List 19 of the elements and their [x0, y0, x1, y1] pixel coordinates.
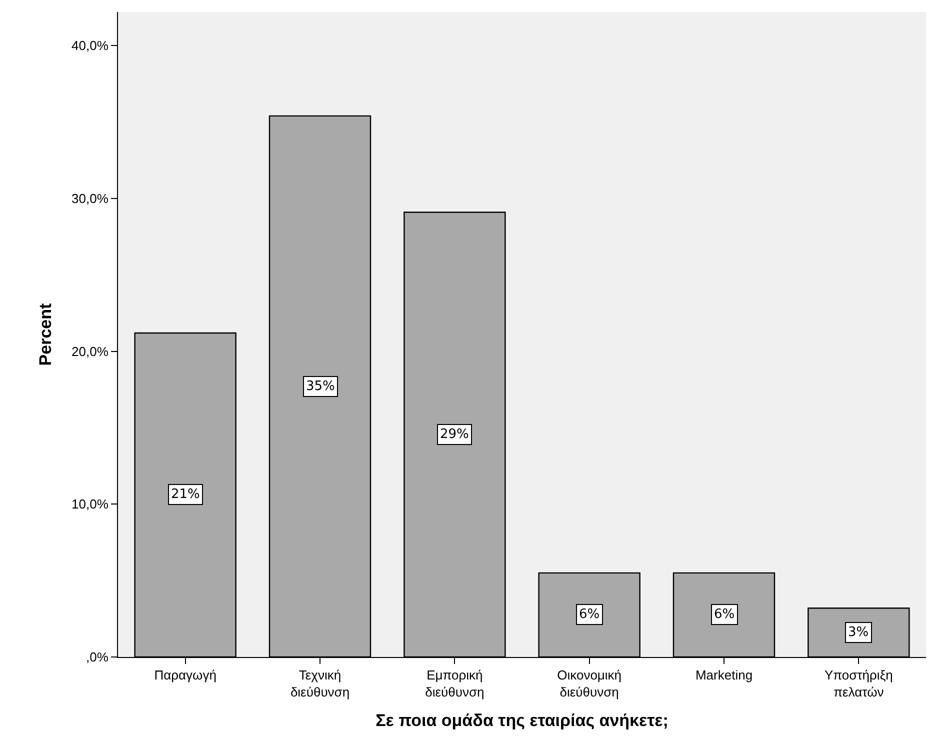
x-tick-label: Τεχνική διεύθυνση: [290, 668, 350, 700]
x-tick-label: Υποστήριξη πελατών: [824, 668, 893, 700]
x-axis-title: Σε ποια ομάδα της εταιρίας ανήκετε;: [376, 710, 668, 730]
y-tick-label: 20,0%: [72, 344, 109, 359]
data-label: 29%: [440, 427, 469, 442]
data-label: 35%: [306, 379, 335, 394]
y-tick-label: 10,0%: [72, 496, 109, 512]
data-label: 6%: [714, 607, 735, 622]
data-label: 21%: [171, 487, 200, 502]
x-tick-label: Παραγωγή: [154, 668, 216, 683]
y-axis-title: Percent: [36, 302, 56, 366]
data-label: 3%: [848, 625, 869, 640]
x-tick-label: Εμπορική διεύθυνση: [425, 668, 484, 700]
y-tick-label: ,0%: [86, 650, 109, 665]
x-tick-label: Οικονομική διεύθυνση: [557, 668, 622, 700]
y-tick-label: 40,0%: [72, 38, 109, 54]
y-tick-label: 30,0%: [72, 191, 109, 206]
x-tick-label: Marketing: [695, 668, 753, 683]
data-label: 6%: [579, 607, 600, 622]
